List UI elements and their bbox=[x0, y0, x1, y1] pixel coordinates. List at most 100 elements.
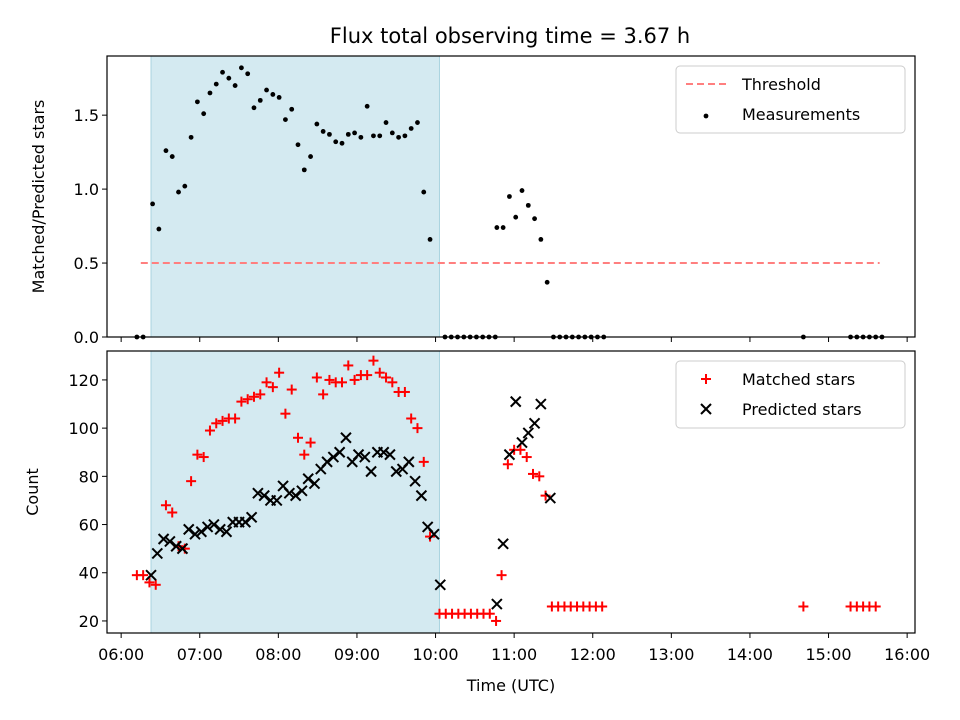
measurement-point bbox=[301, 167, 307, 173]
predicted-stars-point bbox=[321, 456, 333, 468]
y-tick-label: 120 bbox=[68, 371, 99, 390]
predicted-stars-point bbox=[491, 598, 503, 610]
y-tick-label: 1.0 bbox=[74, 180, 99, 199]
measurement-point bbox=[371, 133, 376, 139]
top-panel: 0.0 0.5 1.0 1.5 Matched/Predicted stars Thres… bbox=[29, 55, 916, 347]
predicted-stars-point bbox=[352, 448, 365, 461]
matched-stars-point bbox=[192, 449, 203, 460]
x-tick-label: 15:00 bbox=[805, 645, 851, 664]
matched-stars-point bbox=[167, 507, 178, 518]
observing-window-shade bbox=[151, 56, 440, 337]
y-axis-label: Matched/Predicted stars bbox=[29, 100, 48, 294]
predicted-stars-point bbox=[183, 523, 195, 536]
measurement-point bbox=[207, 90, 213, 96]
matched-stars-point bbox=[198, 452, 209, 463]
legend-label: Threshold bbox=[741, 75, 821, 94]
x-tick-label: 08:00 bbox=[255, 645, 301, 664]
predicted-stars-point bbox=[535, 398, 547, 410]
matched-stars-point bbox=[798, 601, 809, 612]
y-tick-label: 100 bbox=[68, 419, 99, 438]
measurement-point bbox=[396, 134, 402, 140]
x-tick-label: 13:00 bbox=[648, 645, 694, 664]
matched-stars-point bbox=[496, 570, 507, 581]
y-tick-label: 20 bbox=[79, 612, 99, 631]
x-tick-label: 16:00 bbox=[884, 645, 930, 664]
measurement-point bbox=[408, 126, 414, 131]
matched-stars-point bbox=[211, 418, 222, 429]
predicted-stars-point bbox=[384, 448, 396, 461]
matched-stars-point bbox=[381, 372, 392, 383]
predicted-stars-point bbox=[289, 489, 302, 502]
legend-predicted-swatch bbox=[700, 403, 712, 415]
matched-stars-point bbox=[217, 415, 228, 426]
axes-frame bbox=[106, 55, 916, 338]
measurement-point bbox=[308, 154, 313, 159]
measurement-point bbox=[427, 236, 433, 242]
measurement-point bbox=[519, 188, 525, 193]
measurement-point bbox=[327, 131, 332, 137]
predicted-stars-point bbox=[390, 465, 402, 478]
axes-frame bbox=[106, 350, 916, 634]
matched-stars-point bbox=[255, 389, 266, 400]
matched-stars-point bbox=[491, 615, 502, 626]
predicted-stars-point bbox=[302, 473, 314, 485]
x-tick-label: 09:00 bbox=[334, 645, 380, 664]
matched-stars-point bbox=[261, 377, 272, 388]
matched-stars-point bbox=[160, 500, 171, 511]
matched-stars-point bbox=[204, 425, 215, 436]
predicted-stars-point bbox=[377, 446, 390, 458]
matched-stars-point bbox=[280, 408, 291, 419]
x-tick-label: 14:00 bbox=[727, 645, 773, 664]
chart-title: Flux total observing time = 3.67 h bbox=[330, 24, 690, 48]
matched-stars-point bbox=[870, 601, 881, 612]
measurement-point bbox=[220, 69, 225, 75]
predicted-stars-point bbox=[170, 540, 182, 552]
matched-stars-point bbox=[324, 374, 335, 385]
predicted-stars-point bbox=[239, 516, 252, 528]
predicted-stars-point bbox=[151, 547, 164, 560]
matched-stars-point bbox=[349, 374, 360, 385]
matched-stars-point bbox=[311, 372, 322, 383]
measurement-point bbox=[525, 202, 531, 208]
measurement-point bbox=[156, 226, 162, 232]
measurement-point bbox=[283, 117, 288, 122]
matched-stars-point bbox=[318, 389, 329, 400]
measurement-point bbox=[169, 154, 175, 159]
measurement-point bbox=[245, 71, 251, 77]
matched-stars-point bbox=[425, 531, 436, 542]
predicted-stars-point bbox=[176, 542, 189, 555]
measurement-point bbox=[544, 279, 550, 285]
predicted-stars-point bbox=[503, 448, 516, 461]
legend-label: Matched stars bbox=[742, 370, 855, 389]
predicted-stars-point bbox=[258, 489, 270, 502]
predicted-stars-point bbox=[189, 528, 201, 540]
y-tick-label: 1.5 bbox=[74, 106, 99, 125]
predicted-stars-point bbox=[340, 432, 352, 444]
matched-stars-point bbox=[242, 394, 253, 405]
predicted-stars-point bbox=[403, 456, 415, 468]
predicted-stars-point bbox=[283, 487, 296, 499]
measurement-point bbox=[538, 236, 544, 242]
measurement-point bbox=[345, 131, 351, 137]
measurement-point bbox=[383, 120, 389, 125]
legend-measurement-swatch bbox=[703, 113, 709, 119]
x-tick-label: 12:00 bbox=[570, 645, 616, 664]
x-tick-label: 10:00 bbox=[412, 645, 458, 664]
measurement-point bbox=[264, 87, 269, 93]
predicted-stars-point bbox=[365, 465, 377, 478]
y-tick-label: 40 bbox=[79, 564, 99, 583]
predicted-stars-point bbox=[497, 538, 509, 550]
x-axis-label: Time (UTC) bbox=[466, 676, 555, 695]
predicted-stars-point bbox=[220, 526, 233, 538]
measurement-point bbox=[163, 148, 169, 154]
predicted-stars-point bbox=[428, 528, 440, 540]
legend-matched-swatch bbox=[701, 374, 711, 384]
matched-stars-point bbox=[387, 377, 398, 388]
measurement-point bbox=[270, 92, 276, 97]
predicted-stars-point bbox=[415, 489, 428, 502]
matched-stars-point bbox=[412, 423, 423, 434]
matched-stars-point bbox=[138, 570, 149, 581]
y-tick-label: 80 bbox=[79, 467, 99, 486]
measurement-point bbox=[239, 65, 244, 71]
